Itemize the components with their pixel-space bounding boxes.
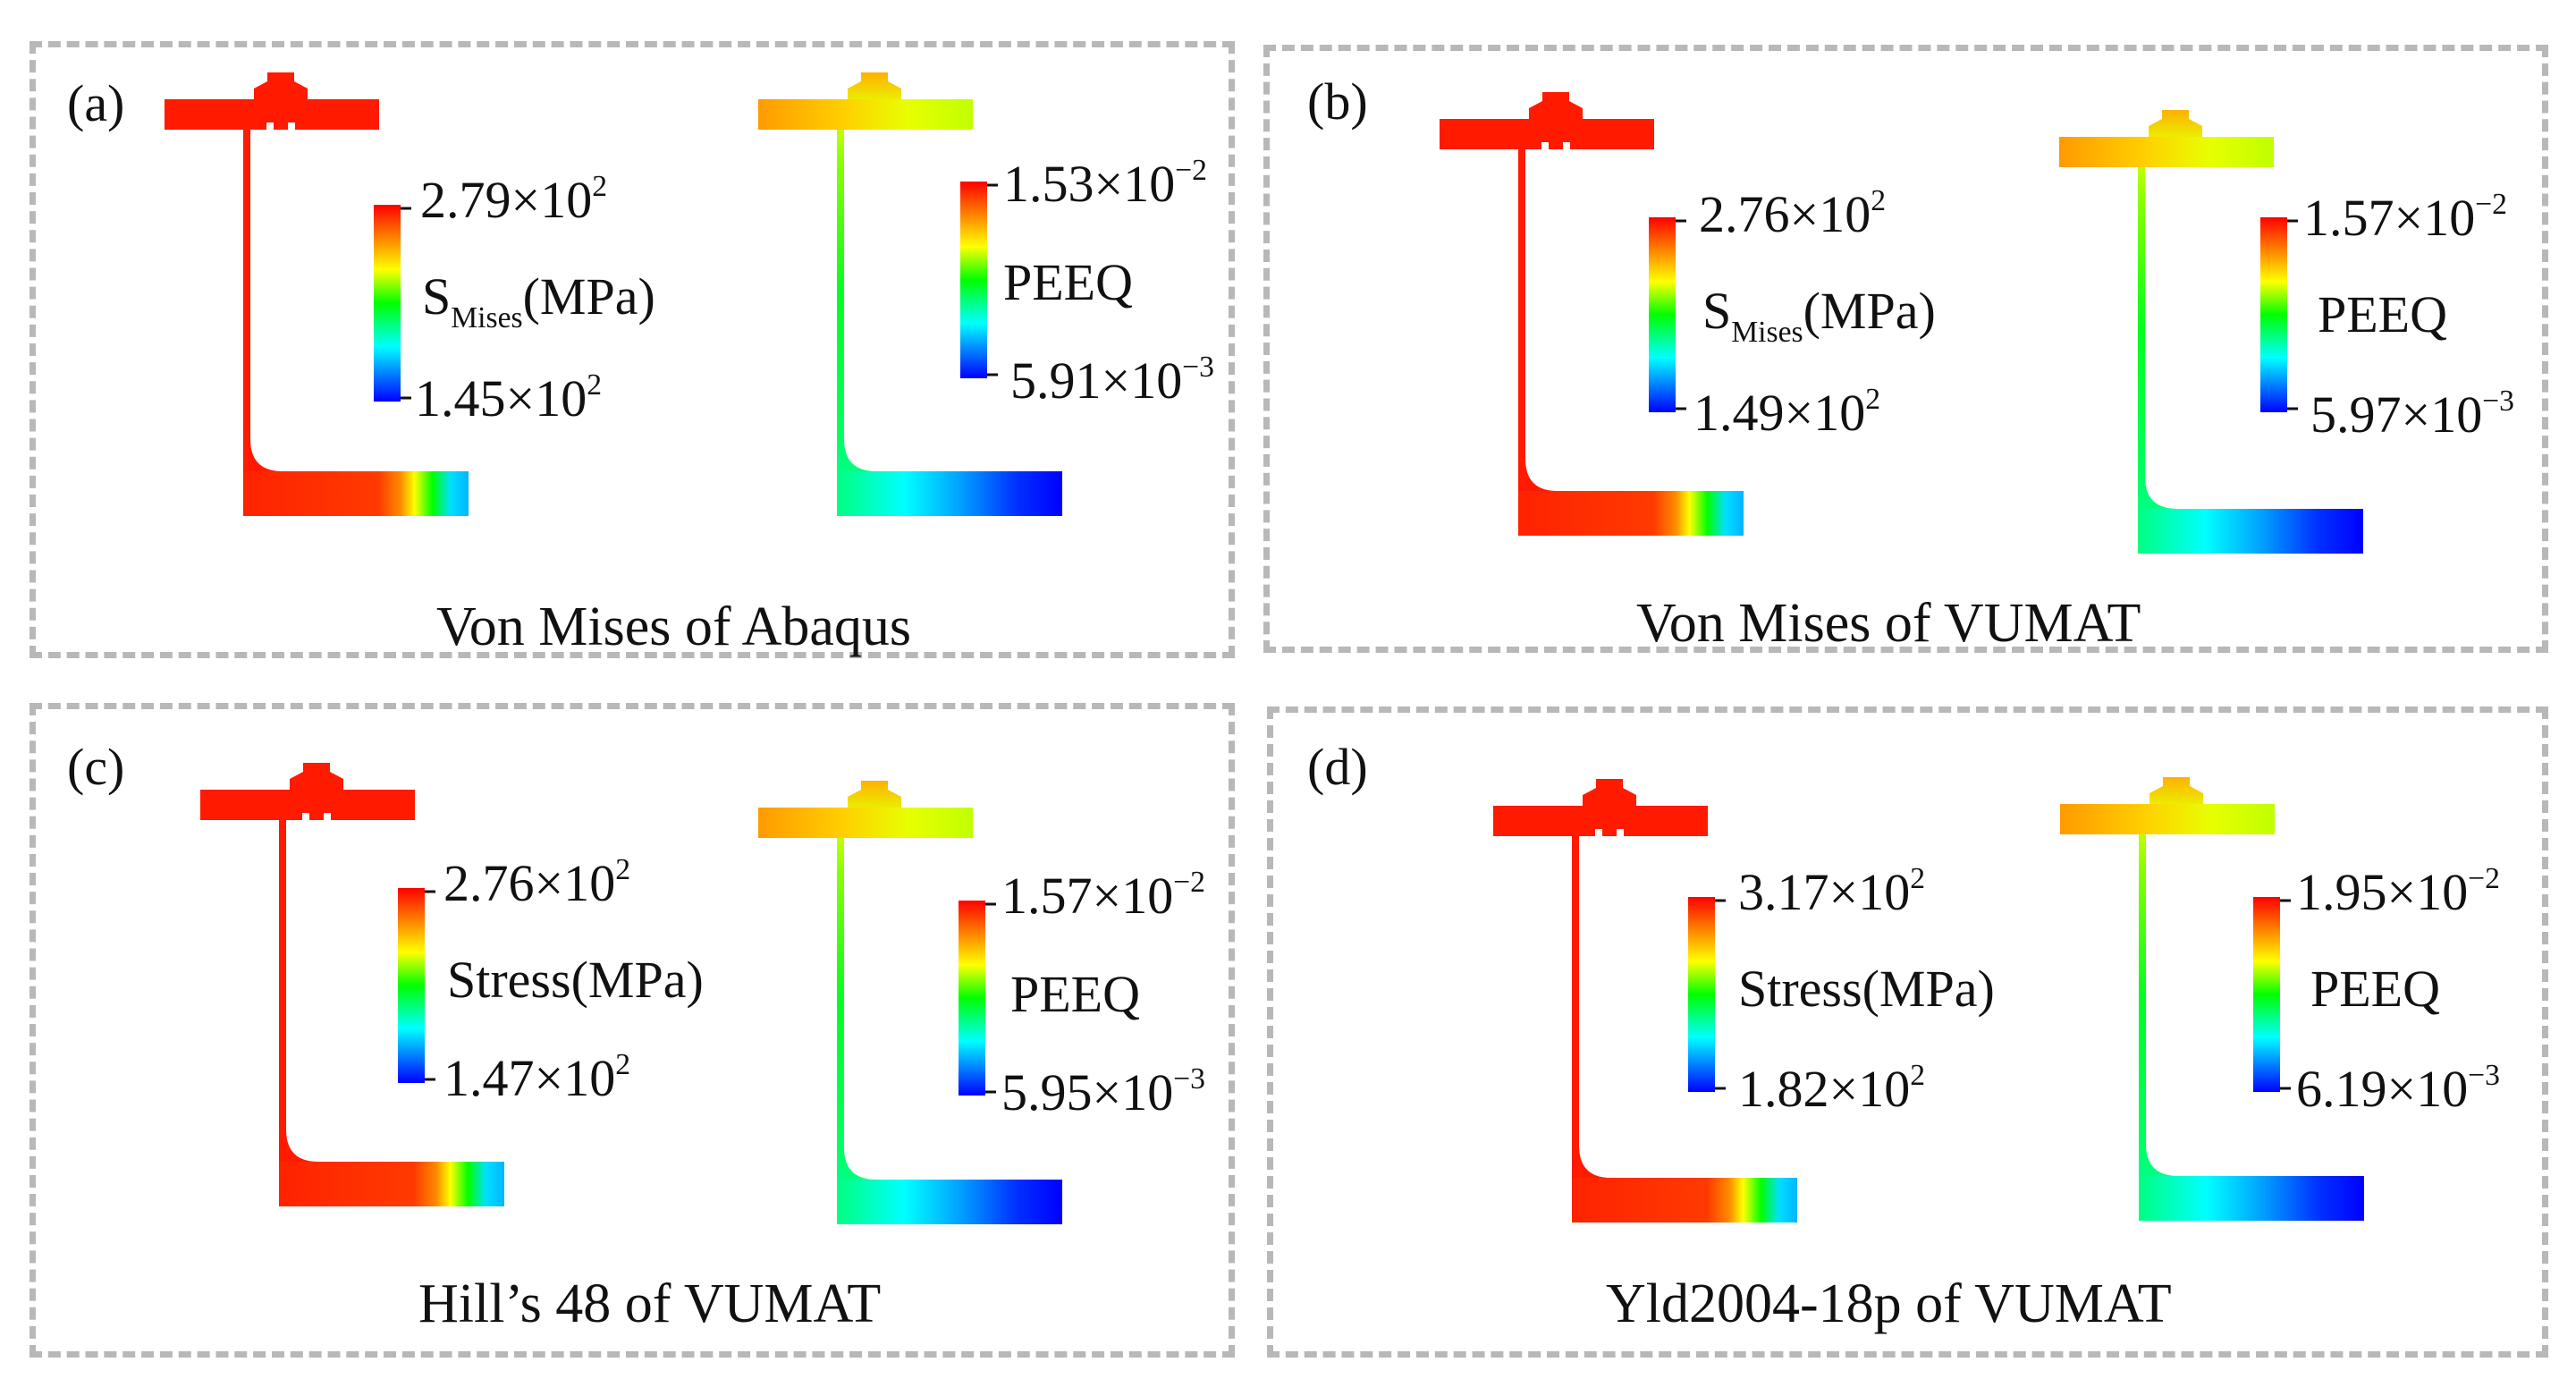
peeq-max-label: 1.57×10−2 [1001, 865, 1205, 925]
peeq-max-label: 1.95×10−2 [2296, 861, 2500, 921]
panel-label: (c) [67, 738, 125, 796]
panel-c: (c) Hill’s 48 of VUMAT 2.76×102 Stress(M… [30, 703, 1235, 1358]
contour-plots [200, 763, 1062, 1224]
stress-contour [1440, 92, 1744, 536]
stress-contour [165, 72, 469, 516]
peeq-contour [2060, 777, 2364, 1221]
panel-b: (b) Von Mises of VUMAT 2.76×102 SMises(M… [1263, 45, 2548, 653]
panel-caption: Von Mises of VUMAT [1636, 593, 2141, 654]
peeq-quantity-label: PEEQ [2318, 285, 2447, 343]
panel-caption: Von Mises of Abaqus [436, 596, 912, 657]
stress-legend-bar [1688, 897, 1726, 1092]
panel-a: (a) Von Mises of Abaqus 2.79×102 SMises(… [30, 41, 1235, 658]
peeq-quantity-label: PEEQ [2310, 960, 2440, 1018]
stress-contour [1493, 779, 1797, 1223]
stress-min-label: 1.45×102 [415, 368, 603, 427]
stress-quantity-label: Stress(MPa) [1738, 960, 1995, 1018]
stress-max-label: 3.17×102 [1738, 861, 1926, 921]
stress-contour [200, 763, 504, 1206]
contour-plots [1493, 777, 2364, 1223]
panel-caption: Yld2004-18p of VUMAT [1606, 1273, 2172, 1334]
stress-max-label: 2.79×102 [420, 169, 608, 229]
panel-label: (b) [1307, 72, 1368, 131]
panel-caption: Hill’s 48 of VUMAT [418, 1273, 882, 1334]
peeq-contour [2059, 110, 2363, 554]
panel-label: (a) [67, 74, 125, 132]
peeq-min-label: 5.95×10−3 [1001, 1062, 1205, 1121]
stress-max-label: 2.76×102 [1699, 183, 1887, 243]
peeq-legend-bar [960, 182, 998, 378]
stress-legend-bar [398, 888, 435, 1083]
stress-max-label: 2.76×102 [443, 852, 631, 912]
peeq-max-label: 1.57×10−2 [2303, 187, 2507, 247]
peeq-legend-bar [959, 901, 996, 1096]
peeq-min-label: 5.91×10−3 [1010, 350, 1214, 410]
stress-min-label: 1.49×102 [1693, 382, 1881, 442]
peeq-legend-bar [2253, 897, 2291, 1092]
stress-min-label: 1.47×102 [443, 1047, 631, 1107]
stress-quantity-label: SMises(MPa) [1702, 282, 1936, 350]
peeq-quantity-label: PEEQ [1003, 253, 1133, 311]
stress-quantity-label: SMises(MPa) [422, 267, 655, 335]
stress-legend-bar [1649, 217, 1686, 412]
contour-plots [165, 72, 1062, 516]
panel-d: (d) Yld2004-18p of VUMAT 3.17×102 Stress… [1267, 706, 2548, 1358]
stress-quantity-label: Stress(MPa) [447, 951, 704, 1009]
peeq-contour [758, 781, 1062, 1224]
panel-label: (d) [1307, 738, 1368, 796]
peeq-contour [758, 72, 1062, 516]
peeq-legend-bar [2260, 217, 2298, 412]
peeq-max-label: 1.53×10−2 [1003, 153, 1207, 213]
peeq-min-label: 5.97×10−3 [2310, 384, 2514, 444]
peeq-quantity-label: PEEQ [1010, 965, 1140, 1023]
stress-min-label: 1.82×102 [1738, 1058, 1926, 1118]
peeq-min-label: 6.19×10−3 [2296, 1058, 2500, 1118]
stress-legend-bar [374, 205, 411, 402]
contour-plots [1440, 92, 2363, 554]
